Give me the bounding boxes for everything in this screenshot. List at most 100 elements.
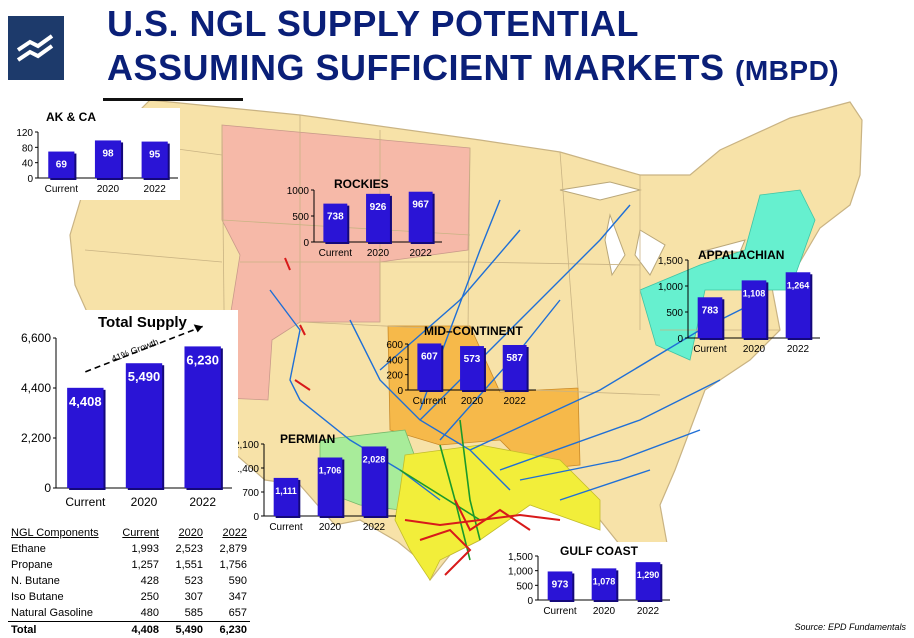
cell-value: Current (122, 527, 159, 539)
y-tick-label: 200 (386, 371, 403, 382)
cell-value: 307 (184, 591, 203, 603)
x-category-label: 2020 (461, 396, 484, 407)
bar (591, 568, 617, 600)
x-category-label: 2022 (363, 522, 386, 533)
y-tick-label: 2,100 (234, 440, 259, 451)
chart-rockies: ROCKIES 1000 500 0 738 Current 926 2020 967 2022 (270, 176, 460, 282)
y-tick-label: 40 (22, 159, 34, 170)
y-tick-label: 0 (677, 334, 683, 345)
page-title: U.S. NGL SUPPLY POTENTIAL ASSUMING SUFFI… (107, 2, 839, 93)
table-row: Ethane 1,993 2,523 2,879 (8, 541, 250, 557)
y-tick-label: 1,400 (234, 464, 259, 475)
title-line-1: U.S. NGL SUPPLY POTENTIAL (107, 3, 639, 44)
bar (125, 363, 163, 488)
bar-value-label: 738 (327, 212, 344, 223)
title-line-2: ASSUMING SUFFICIENT MARKETS (MBPD) (107, 46, 839, 93)
bar-value-label: 573 (464, 354, 481, 365)
bar (94, 140, 122, 178)
row-label: N. Butane (11, 575, 60, 587)
x-category-label: Current (269, 522, 303, 533)
x-category-label: Current (45, 184, 79, 195)
bar-value-label: 6,230 (186, 352, 219, 367)
table-row: Iso Butane 250 307 347 (8, 589, 250, 605)
y-tick-label: 500 (292, 212, 309, 223)
cell-value: 1,257 (131, 559, 159, 571)
row-label: Propane (11, 559, 53, 571)
bar (366, 193, 390, 242)
y-tick-label: 1,500 (508, 552, 533, 563)
y-tick-label: 1,500 (658, 256, 683, 267)
bar (417, 343, 442, 390)
y-tick-label: 1000 (287, 186, 310, 197)
bar-value-label: 69 (56, 160, 68, 171)
chart-total-supply: Total Supply 6,600 4,400 2,200 0 4,408 Curren… (8, 310, 238, 518)
chart-canvas: 600 400 200 0 607 Current 573 2020 587 2022 (386, 340, 536, 407)
chart-canvas: 120 80 40 0 69 Current 98 2020 95 2022 (16, 128, 178, 195)
cell-value: 2022 (222, 527, 247, 539)
row-label: Natural Gasoline (11, 607, 93, 619)
cell-value: 2,879 (219, 543, 247, 555)
cell-value: 480 (140, 607, 159, 619)
growth-annotation: 41% Growth (110, 337, 160, 364)
x-category-label: Current (319, 248, 353, 259)
x-category-label: 2020 (367, 248, 390, 259)
x-category-label: 2020 (131, 495, 158, 509)
bar-value-label: 1,078 (593, 576, 616, 586)
title-line-2-text: ASSUMING SUFFICIENT MARKETS (107, 47, 725, 88)
bar-value-label: 926 (370, 202, 387, 213)
y-tick-label: 0 (527, 596, 533, 607)
x-category-label: 2022 (504, 396, 527, 407)
y-tick-label: 700 (242, 488, 259, 499)
bar (323, 203, 348, 242)
row-label: Total (8, 621, 110, 638)
cell-value: 6,230 (206, 621, 250, 638)
chart-permian: PERMIAN 2,100 1,400 700 0 1,111 Current 1,706 2… (232, 428, 408, 533)
cell-value: 1,551 (175, 559, 203, 571)
table-row: Propane 1,257 1,551 1,756 (8, 557, 250, 573)
x-category-label: 2020 (593, 606, 616, 617)
chart-title: MID–CONTINENT (424, 324, 523, 338)
y-tick-label: 500 (666, 308, 683, 319)
enterprise-logo-icon (8, 16, 64, 80)
chart-title: APPALACHIAN (698, 248, 785, 262)
title-underline (103, 98, 243, 101)
cell-value: 347 (228, 591, 247, 603)
bar-value-label: 95 (149, 150, 161, 161)
cell-value: 1,756 (219, 559, 247, 571)
cell-value: 5,490 (162, 621, 206, 638)
cell-value: 585 (184, 607, 203, 619)
x-category-label: 2022 (410, 248, 433, 259)
cell-value: 250 (140, 591, 159, 603)
y-tick-label: 80 (22, 143, 34, 154)
bar (408, 191, 433, 242)
bar (502, 344, 527, 390)
row-label: NGL Components (11, 527, 99, 539)
y-tick-label: 1,000 (658, 282, 683, 293)
bar-value-label: 587 (506, 353, 523, 364)
x-category-label: 2022 (787, 344, 810, 355)
chart-appalachian: APPALACHIAN 1,500 1,000 500 0 783 Current 1,10… (650, 248, 826, 364)
source-note: Source: EPD Fundamentals (794, 622, 906, 632)
bar-value-label: 2,028 (363, 454, 386, 464)
y-tick-label: 600 (386, 340, 403, 351)
x-category-label: 2020 (743, 344, 766, 355)
chart-mid-continent: MID–CONTINENT 600 400 200 0 607 Current 573 202… (368, 324, 544, 412)
table-total-row: Total 4,408 5,490 6,230 (8, 621, 250, 638)
bar (785, 272, 811, 338)
y-tick-label: 0 (397, 386, 403, 397)
y-tick-label: 4,400 (21, 381, 51, 395)
cell-value: 523 (184, 575, 203, 587)
cell-value: 2,523 (175, 543, 203, 555)
chart-title: PERMIAN (280, 432, 336, 446)
chart-canvas: 6,600 4,400 2,200 0 4,408 Current 5,490 2020 6,2… (21, 324, 232, 509)
bar-value-label: 4,408 (69, 394, 102, 409)
x-category-label: Current (693, 344, 727, 355)
bar (273, 477, 299, 516)
bar (697, 297, 723, 338)
y-tick-label: 500 (516, 581, 533, 592)
row-label: Ethane (11, 543, 46, 555)
bar-value-label: 967 (412, 200, 429, 211)
chart-ak-ca: AK & CA 120 80 40 0 69 Current 98 2020 95 2022 (0, 108, 180, 200)
bar-value-label: 783 (702, 305, 719, 316)
y-tick-label: 400 (386, 355, 403, 366)
